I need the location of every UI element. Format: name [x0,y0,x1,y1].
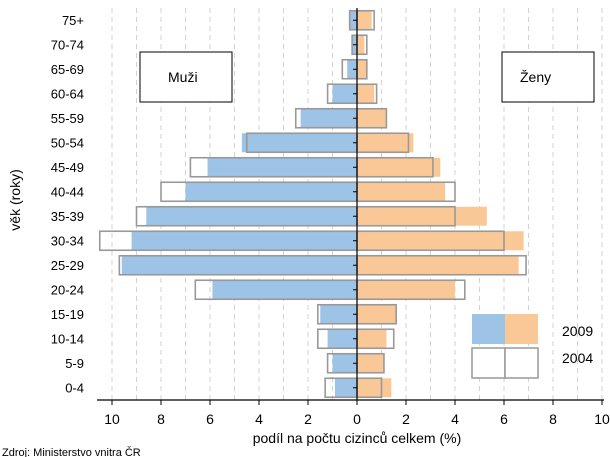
legend-swatch-female-2004 [504,347,539,379]
x-tick-label: 6 [206,411,214,427]
bar-male-2009-55-59 [300,108,357,128]
y-tick-label: 35-39 [51,209,84,224]
x-axis-label: podíl na počtu cizinců celkem (%) [253,430,462,446]
y-tick-label: 70-74 [51,37,84,52]
bar-female-2009-70-74 [357,35,365,55]
group-box-right: Ženy [501,51,595,103]
bar-female-2009-35-39 [357,206,487,226]
bar-female-2009-60-64 [357,84,375,104]
y-tick-label: 55-59 [51,111,84,126]
bar-male-2009-60-64 [332,84,357,104]
bar-female-2009-50-54 [357,133,414,153]
bar-male-2009-25-29 [121,255,357,275]
y-tick-label: 45-49 [51,160,84,175]
x-tick-label: 10 [594,411,610,427]
bar-female-2009-55-59 [357,108,387,128]
group-box-left: Muži [139,51,233,103]
x-tick-labels: 10 8 6 4 2 0 2 4 6 8 10 [104,411,610,427]
legend: 2009 2004 [471,314,593,379]
y-tick-label: 15-19 [51,307,84,322]
x-tick-label: 8 [549,411,557,427]
y-tick-label: 65-69 [51,62,84,77]
y-tick-label: 40-44 [51,184,84,199]
y-tick-label: 20-24 [51,282,84,297]
x-tick-label: 4 [451,411,459,427]
bar-female-2009-0-4 [357,378,392,398]
y-tick-labels: 75+ 70-74 65-69 60-64 55-59 50-54 45-49 40-44 35… [51,13,84,396]
bar-male-2009-0-4 [334,378,357,398]
axes-layer [97,8,604,405]
bar-female-2009-10-14 [357,329,387,349]
bar-male-2009-50-54 [241,133,357,153]
y-tick-label: 50-54 [51,135,84,150]
bar-male-2009-20-24 [212,280,357,300]
bar-female-2009-30-34 [357,231,524,251]
bar-female-2009-45-49 [357,157,441,177]
bar-male-2009-45-49 [207,157,357,177]
y-tick-label: 0-4 [65,380,84,395]
bar-female-2009-15-19 [357,304,397,324]
bar-male-2009-10-14 [327,329,357,349]
group-label-male: Muži [168,69,198,85]
x-tick-label: 8 [157,411,165,427]
legend-label-2009: 2009 [562,323,593,339]
bar-male-2009-5-9 [332,353,357,373]
y-tick-label: 30-34 [51,233,84,248]
x-tick-label: 10 [104,411,120,427]
bar-female-2009-65-69 [357,59,367,79]
legend-swatch-female-2009 [505,314,538,344]
bar-male-2009-30-34 [131,231,357,251]
bar-male-2009-65-69 [347,59,357,79]
x-tick-label: 4 [255,411,263,427]
y-axis-label: věk (roky) [7,169,23,230]
x-tick-label: 2 [402,411,410,427]
bar-male-2009-40-44 [185,182,357,202]
bar-male-2009-35-39 [146,206,357,226]
bar-female-2009-20-24 [357,280,455,300]
bar-male-2009-15-19 [320,304,357,324]
bar-female-2009-75+ [357,10,372,30]
y-tick-label: 25-29 [51,258,84,273]
legend-swatch-male-2009 [472,314,505,344]
bars-layer [98,9,527,399]
bar-female-2009-5-9 [357,353,384,373]
bar-female-2009-40-44 [357,182,446,202]
y-tick-label: 5-9 [65,356,84,371]
y-tick-label: 10-14 [51,331,84,346]
y-tick-label: 75+ [62,13,84,28]
source-note: Zdroj: Ministerstvo vnitra ČR [2,446,141,457]
group-label-female: Ženy [520,69,551,85]
x-tick-label: 0 [353,411,361,427]
y-tick-label: 60-64 [51,86,84,101]
legend-swatch-male-2004 [471,347,506,379]
x-tick-label: 6 [500,411,508,427]
bar-female-2009-25-29 [357,255,519,275]
x-tick-label: 2 [304,411,312,427]
legend-label-2004: 2004 [562,350,593,366]
